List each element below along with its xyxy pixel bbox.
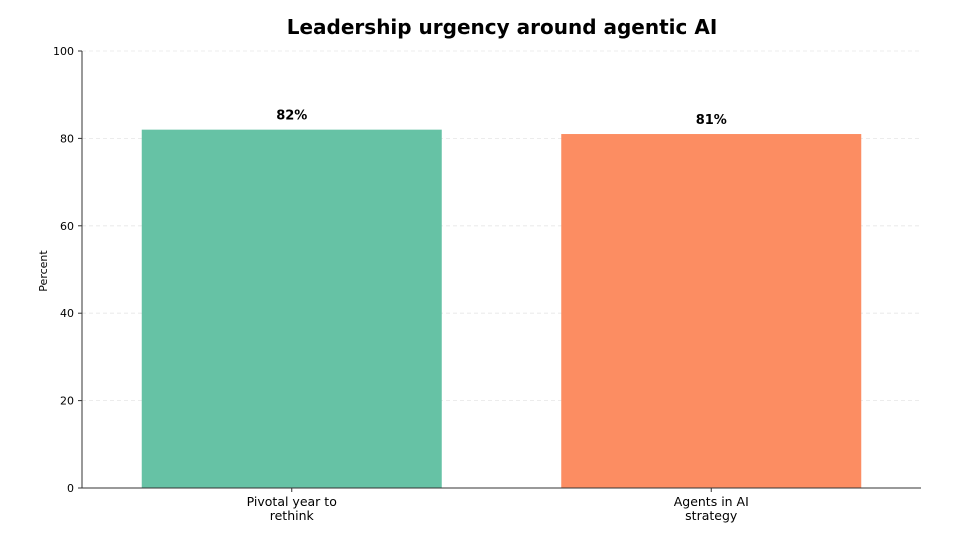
y-tick-label: 80 <box>60 132 74 145</box>
labels: 0 20 40 60 80 100 82% Pivotal year to rethink 81%… <box>53 45 749 523</box>
bar-value-label: 81% <box>696 113 727 128</box>
y-axis-label: Percent <box>37 250 50 292</box>
bar <box>561 134 862 488</box>
y-tick-label: 40 <box>60 307 74 320</box>
x-tick-label: Agents in AI strategy <box>674 494 749 523</box>
y-tick-label: 60 <box>60 220 74 233</box>
x-tick-label: Pivotal year to rethink <box>247 494 337 523</box>
y-tick-label: 0 <box>67 482 74 495</box>
chart-title: Leadership urgency around agentic AI <box>287 15 718 39</box>
bars <box>141 129 862 488</box>
y-tick-label: 100 <box>53 45 74 58</box>
y-tick-label: 20 <box>60 395 74 408</box>
bar <box>141 129 442 488</box>
axes <box>78 50 921 492</box>
bar-value-label: 82% <box>276 109 307 124</box>
